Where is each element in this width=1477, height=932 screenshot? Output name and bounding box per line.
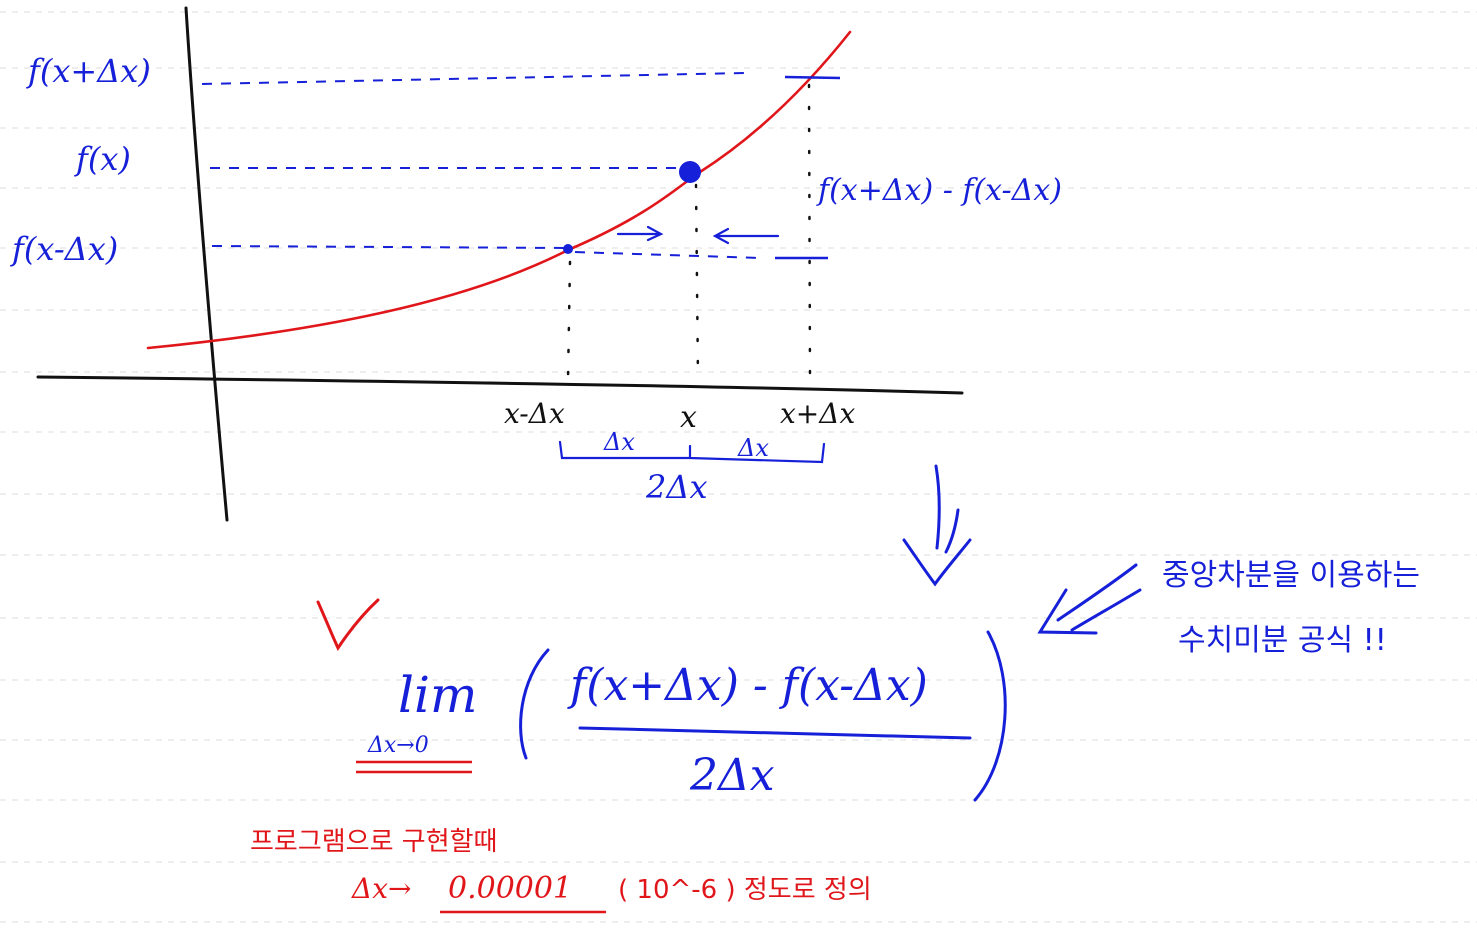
label-brace-left: Δx: [603, 428, 635, 456]
formula-lim: lim: [398, 666, 477, 724]
point-x-minus-dx: [563, 244, 573, 254]
label-brace-total: 2Δx: [645, 468, 708, 506]
x-axis: [36, 375, 964, 395]
horizontal-guides: [201, 72, 761, 259]
right-paren: [973, 630, 1007, 802]
annotation-line2: 수치미분 공식 !!: [1178, 623, 1387, 658]
function-curve: [146, 30, 852, 350]
check-mark-icon: [316, 598, 380, 652]
formula-numerator: f(x+Δx) - f(x-Δx): [567, 660, 928, 711]
brace-2dx: [558, 440, 826, 464]
label-f-x: f(x): [74, 140, 131, 178]
point-x: [679, 161, 701, 183]
left-paren: [519, 648, 550, 760]
converging-arrows: [616, 225, 780, 245]
label-x-minus-dx: x-Δx: [504, 397, 565, 430]
note-line1: 프로그램으로 구현할때: [250, 827, 497, 857]
label-brace-right: Δx: [737, 434, 769, 462]
annotation-arrow: [1037, 563, 1142, 635]
formula-lim-subscript: Δx→0: [367, 733, 429, 758]
top-tick-line: [784, 75, 841, 80]
label-difference: f(x+Δx) - f(x-Δx): [816, 173, 1062, 208]
y-axis: [184, 6, 229, 522]
formula-denominator: 2Δx: [689, 750, 775, 801]
fraction-bar: [578, 726, 972, 740]
label-f-x-plus-dx: f(x+Δx): [26, 52, 151, 90]
annotation-line1: 중앙차분을 이용하는: [1162, 558, 1420, 593]
lim-underline: [356, 760, 472, 774]
note-line2-prefix: Δx→: [351, 872, 411, 905]
label-x-plus-dx: x+Δx: [780, 397, 855, 430]
note-line2-suffix: ( 10^-6 ) 정도로 정의: [618, 875, 872, 905]
note-line2-value: 0.00001: [448, 871, 572, 906]
label-f-x-minus-dx: f(x-Δx): [10, 230, 118, 268]
label-x: x: [680, 400, 697, 435]
down-arrow: [902, 464, 972, 587]
